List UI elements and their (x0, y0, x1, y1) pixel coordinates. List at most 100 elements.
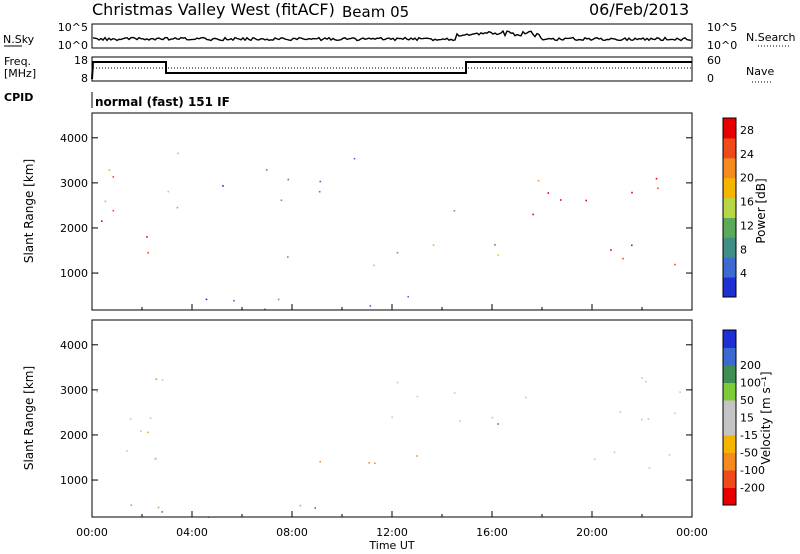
cpid-label: CPID (4, 91, 33, 104)
heatmap-cell (147, 431, 149, 434)
x-tick-labels: 00:00 04:00 08:00 12:00 16:00 20:00 00:00 (76, 526, 708, 539)
cpid-text: normal (fast) 151 IF (95, 95, 230, 109)
freq-tick-18: 18 (74, 54, 88, 67)
nsky-tick-bottom: 10^0 (58, 39, 88, 52)
colorbar-tick-label: 4 (740, 267, 747, 280)
x-tick-label: 20:00 (576, 526, 608, 539)
colorbar-swatch (723, 417, 736, 436)
heatmap-cell (112, 209, 115, 212)
colorbar-swatch (723, 118, 736, 139)
heatmap-cell (674, 412, 676, 415)
heatmap-cell (453, 392, 456, 394)
heatmap-cell (494, 244, 496, 246)
heatmap-cell (641, 418, 643, 421)
heatmap-cell (491, 416, 494, 419)
heatmap-cell (318, 190, 321, 193)
colorbar-swatch (723, 365, 736, 383)
heatmap-cell (497, 254, 499, 256)
nsky-panel-frame (91, 23, 693, 49)
heatmap-cell (353, 157, 356, 160)
colorbar-tick-label: 24 (740, 148, 754, 161)
freq-tick-8: 8 (81, 72, 88, 85)
colorbar-swatch (723, 157, 736, 179)
heatmap-cell (622, 257, 624, 260)
heatmap-cell (668, 454, 671, 456)
heatmap-cell (129, 418, 132, 420)
heatmap-cell (674, 263, 676, 266)
heatmap-cell (161, 511, 163, 513)
heatmap-cell (532, 213, 534, 216)
nsky-tick-top: 10^5 (58, 21, 88, 34)
heatmap-cell (432, 244, 435, 246)
colorbar-swatch (723, 277, 736, 298)
heatmap-cell (287, 178, 290, 181)
y-tick-label: 4000 (60, 132, 88, 145)
heatmap-cell (233, 299, 235, 302)
heatmap-cell (655, 177, 658, 180)
colorbar-tick-label: 15 (740, 412, 754, 425)
colorbar-swatch (723, 217, 736, 238)
colorbar-tick-label: -15 (740, 429, 758, 442)
nsearch-tick-bottom: 10^0 (707, 39, 737, 52)
beam-label: Beam 05 (342, 3, 409, 21)
colorbar-swatch (723, 197, 736, 218)
freq-panel-frame (91, 56, 693, 82)
heatmap-cell (147, 252, 149, 254)
velocity-heatmap (96, 377, 681, 518)
heatmap-cell (319, 180, 322, 183)
heatmap-cell (155, 457, 157, 460)
velocity-colorbar: -200 -100 -50 -15 15 50 100 200 (722, 329, 765, 506)
heatmap-cell (368, 462, 370, 464)
heatmap-cell (130, 504, 133, 506)
heatmap-cell (619, 411, 622, 413)
colorbar-tick-label: -200 (740, 482, 765, 495)
nsky-trace (92, 29, 692, 42)
heatmap-cell (205, 298, 208, 301)
nsearch-label: N.Search (746, 31, 796, 44)
x-axis-label: Time UT (368, 539, 414, 552)
heatmap-cell (299, 504, 302, 507)
x-tick-label: 04:00 (176, 526, 208, 539)
heatmap-cell (396, 251, 399, 254)
freq-trace (91, 61, 692, 80)
heatmap-cell (157, 506, 160, 509)
colorbar-tick-label: 28 (740, 124, 754, 137)
power-panel-frame (91, 112, 693, 311)
colorbar-swatch (723, 237, 736, 258)
colorbar-swatch (723, 382, 736, 401)
y-tick-label: 3000 (60, 384, 88, 397)
x-tick-label: 00:00 (676, 526, 708, 539)
title: Christmas Valley West (fitACF) (92, 0, 335, 19)
heatmap-cell (222, 185, 224, 187)
heatmap-cell (648, 467, 651, 469)
heatmap-cell (610, 249, 612, 251)
heatmap-cell (277, 298, 280, 301)
heatmap-cell (391, 416, 393, 419)
heatmap-cell (319, 460, 321, 463)
heatmap-cell (177, 152, 179, 155)
y-tick-label: 2000 (60, 429, 88, 442)
power-ylabel: Slant Range [km] (22, 159, 36, 263)
y-tick-label: 2000 (60, 222, 88, 235)
velocity-colorbar-label: Velocity [m s⁻¹] (759, 371, 773, 464)
nave-label: Nave (746, 65, 774, 78)
heatmap-cell (416, 395, 419, 398)
heatmap-cell (645, 380, 647, 383)
heatmap-cell (585, 199, 587, 202)
heatmap-cell (631, 244, 633, 247)
colorbar-tick-label: -100 (740, 464, 765, 477)
heatmap-cell (613, 451, 616, 454)
heatmap-cell (287, 256, 289, 258)
heatmap-cell (176, 206, 179, 209)
nave-tick-60: 60 (707, 54, 721, 67)
x-tick-label: 16:00 (476, 526, 508, 539)
heatmap-cell (647, 418, 650, 420)
y-tick-label: 1000 (60, 267, 88, 280)
colorbar-frame (722, 329, 737, 506)
heatmap-cell (374, 462, 376, 465)
x-tick-label: 00:00 (76, 526, 108, 539)
heatmap-cell (96, 390, 98, 393)
heatmap-cell (101, 220, 103, 222)
colorbar-swatch (723, 137, 736, 159)
